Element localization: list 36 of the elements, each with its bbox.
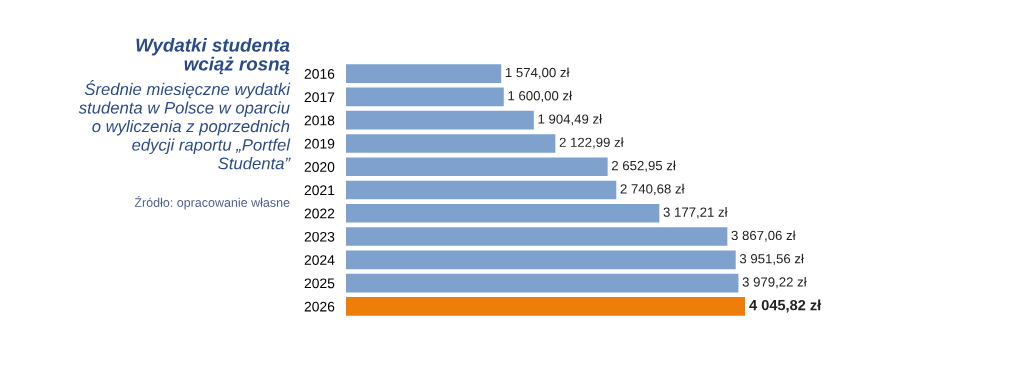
y-tick-label: 2017 [304, 92, 335, 103]
y-tick-label: 2023 [304, 231, 335, 242]
bar [346, 134, 556, 153]
y-tick-label: 2025 [304, 278, 335, 289]
bar [346, 157, 608, 177]
bar [346, 250, 736, 270]
chart-title: Wydatki studenta wciąż rosną [136, 38, 290, 75]
bar [346, 180, 617, 200]
data-label: 1 904,49 zł [538, 114, 602, 126]
bar [346, 110, 534, 130]
data-label: 2 122,99 zł [559, 137, 624, 149]
bar [346, 87, 504, 107]
bar [346, 297, 745, 316]
data-label: 2 740,68 zł [620, 183, 685, 196]
bar [346, 64, 502, 83]
data-label: 3 867,06 zł [731, 230, 796, 242]
y-tick-label: 2022 [304, 208, 335, 219]
y-tick-label: 2018 [304, 115, 335, 126]
text: Źródło: opracowanie własne [134, 196, 290, 210]
bar [346, 227, 728, 246]
y-tick-label: 2020 [304, 162, 335, 172]
bar [346, 273, 739, 293]
y-tick-label: 2021 [304, 185, 335, 196]
bar [346, 203, 660, 223]
data-label: 3 951,56 zł [739, 253, 804, 265]
y-tick-label: 2019 [304, 138, 335, 149]
data-label: 3 177,21 zł [663, 207, 728, 219]
data-label: 1 574,00 zł [505, 67, 570, 79]
data-label: 2 652,95 zł [611, 160, 676, 172]
data-label: 4 045,82 zł [749, 299, 822, 313]
y-tick-label: 2026 [304, 301, 335, 312]
y-tick-label: 2016 [304, 68, 335, 79]
text: Średnie miesięczne wydatki studenta w Polsce w oparciu o wyliczenia z poprzednich edycji raportu „Portfel Studenta” [78, 80, 291, 170]
data-label: 3 979,22 zł [742, 276, 807, 289]
y-tick-label: 2024 [304, 255, 335, 265]
data-label: 1 600,00 zł [508, 90, 572, 103]
